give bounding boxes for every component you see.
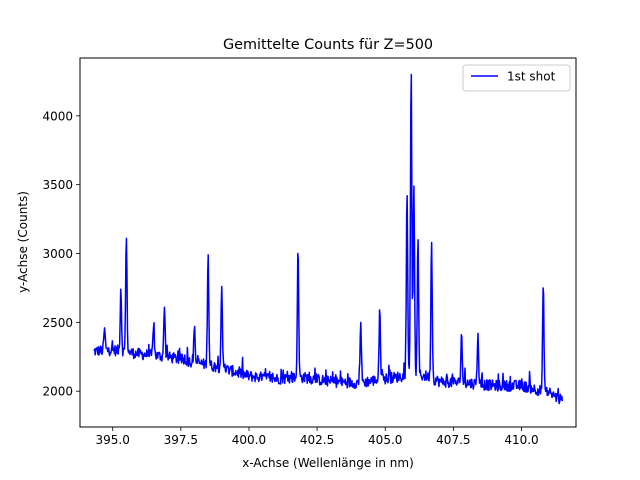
y-tick-label: 3500: [42, 178, 73, 192]
x-tick-label: 402.5: [300, 433, 334, 447]
y-tick-label: 2000: [42, 385, 73, 399]
x-tick-label: 410.0: [504, 433, 538, 447]
y-tick-label: 4000: [42, 109, 73, 123]
x-axis-label: x-Achse (Wellenlänge in nm): [242, 456, 414, 470]
series-line-1st-shot: [93, 73, 564, 405]
y-tick-label: 3000: [42, 247, 73, 261]
y-axis-ticks: 2000 2500 3000 3500 4000: [42, 109, 80, 399]
x-tick-label: 395.0: [96, 433, 130, 447]
y-tick-label: 2500: [42, 316, 73, 330]
x-axis-ticks: 395.0 397.5 400.0 402.5 405.0 407.5 410.0: [96, 427, 539, 447]
plot-area: [93, 73, 564, 405]
x-tick-label: 407.5: [436, 433, 470, 447]
legend: 1st shot: [462, 64, 571, 92]
x-tick-label: 400.0: [232, 433, 266, 447]
x-tick-label: 397.5: [164, 433, 198, 447]
legend-box: [462, 64, 571, 92]
chart-title: Gemittelte Counts für Z=500: [223, 37, 433, 53]
axes-frame: [79, 57, 577, 428]
x-tick-label: 405.0: [368, 433, 402, 447]
legend-label: 1st shot: [507, 70, 556, 84]
y-axis-label: y-Achse (Counts): [16, 191, 30, 293]
